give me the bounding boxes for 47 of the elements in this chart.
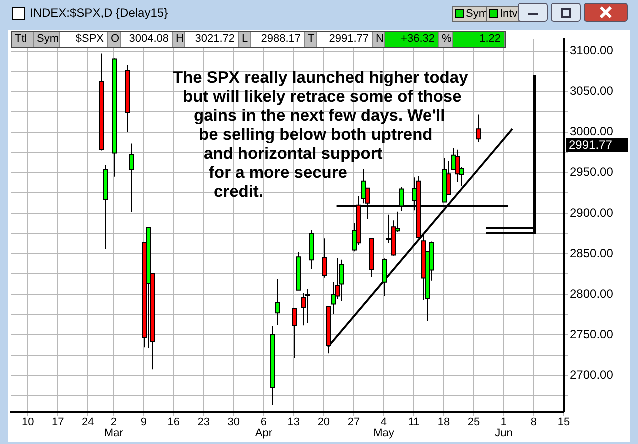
x-tick-label: 27 xyxy=(348,416,360,429)
x-tick-label: 1 Jun xyxy=(495,416,513,440)
annotation: H xyxy=(173,32,185,47)
text: 2991.77 xyxy=(566,138,628,152)
x-tick-label: 16 xyxy=(168,416,180,429)
annotation: L xyxy=(239,32,251,47)
y-tick-label: 3000.00 xyxy=(570,124,614,139)
x-tick-label: 13 xyxy=(288,416,300,429)
y-tick-label: 3050.00 xyxy=(570,84,614,98)
y-tick-label: 2800.00 xyxy=(570,286,614,301)
x-tick-label: 8 xyxy=(530,416,538,429)
x-tick-label: 10 xyxy=(22,416,34,429)
x-tick-label: 6 Apr xyxy=(255,416,273,440)
annotation: 2991.77 xyxy=(317,32,373,47)
x-tick-label: 24 xyxy=(82,416,94,429)
annotation: Sym xyxy=(34,32,60,47)
y-tick-label: 2750.00 xyxy=(570,327,614,342)
annotation: +36.32 xyxy=(385,32,439,47)
y-tick-label: 2950.00 xyxy=(570,165,614,180)
y-tick-label: 2700.00 xyxy=(570,368,614,382)
x-tick-label: 11 xyxy=(408,416,420,429)
y-tick-label: 3100.00 xyxy=(570,44,614,58)
x-tick-label: 15 xyxy=(558,416,570,429)
annotation: O xyxy=(108,32,121,47)
x-tick-label: 30 xyxy=(228,416,240,429)
annotation: 1.22 xyxy=(453,32,505,47)
annotation: T xyxy=(305,32,317,47)
y-tick-label: 2850.00 xyxy=(570,246,614,260)
chart-title: INDEX:$SPX,D {Delay15} xyxy=(30,6,168,20)
x-tick-label: 17 xyxy=(52,416,64,429)
annotation: $SPX xyxy=(60,32,108,47)
x-tick-label: 9 xyxy=(140,416,147,429)
x-tick-label: 25 xyxy=(468,416,480,429)
x-tick-label: 23 xyxy=(198,416,210,429)
x-tick-label: 20 xyxy=(318,416,330,429)
y-tick-label: 2900.00 xyxy=(570,206,614,220)
x-tick-label: 4 May xyxy=(374,416,395,440)
text: Intv xyxy=(500,8,518,20)
annotation: % xyxy=(439,32,453,47)
annotation: 3004.08 xyxy=(121,32,173,47)
annotation: Ttl xyxy=(12,32,34,47)
annotation: 2988.17 xyxy=(251,32,305,47)
annotation: 3021.72 xyxy=(185,32,239,47)
x-tick-label: 2 Mar xyxy=(104,416,124,440)
annotation: N xyxy=(373,32,385,47)
x-tick-label: 18 xyxy=(438,416,450,429)
annotation: The SPX really launched higher today but will likely retrace some of those gains in the next few days. We'll be selling below both uptrend and horizontal support for a more secure credit. xyxy=(173,69,468,202)
